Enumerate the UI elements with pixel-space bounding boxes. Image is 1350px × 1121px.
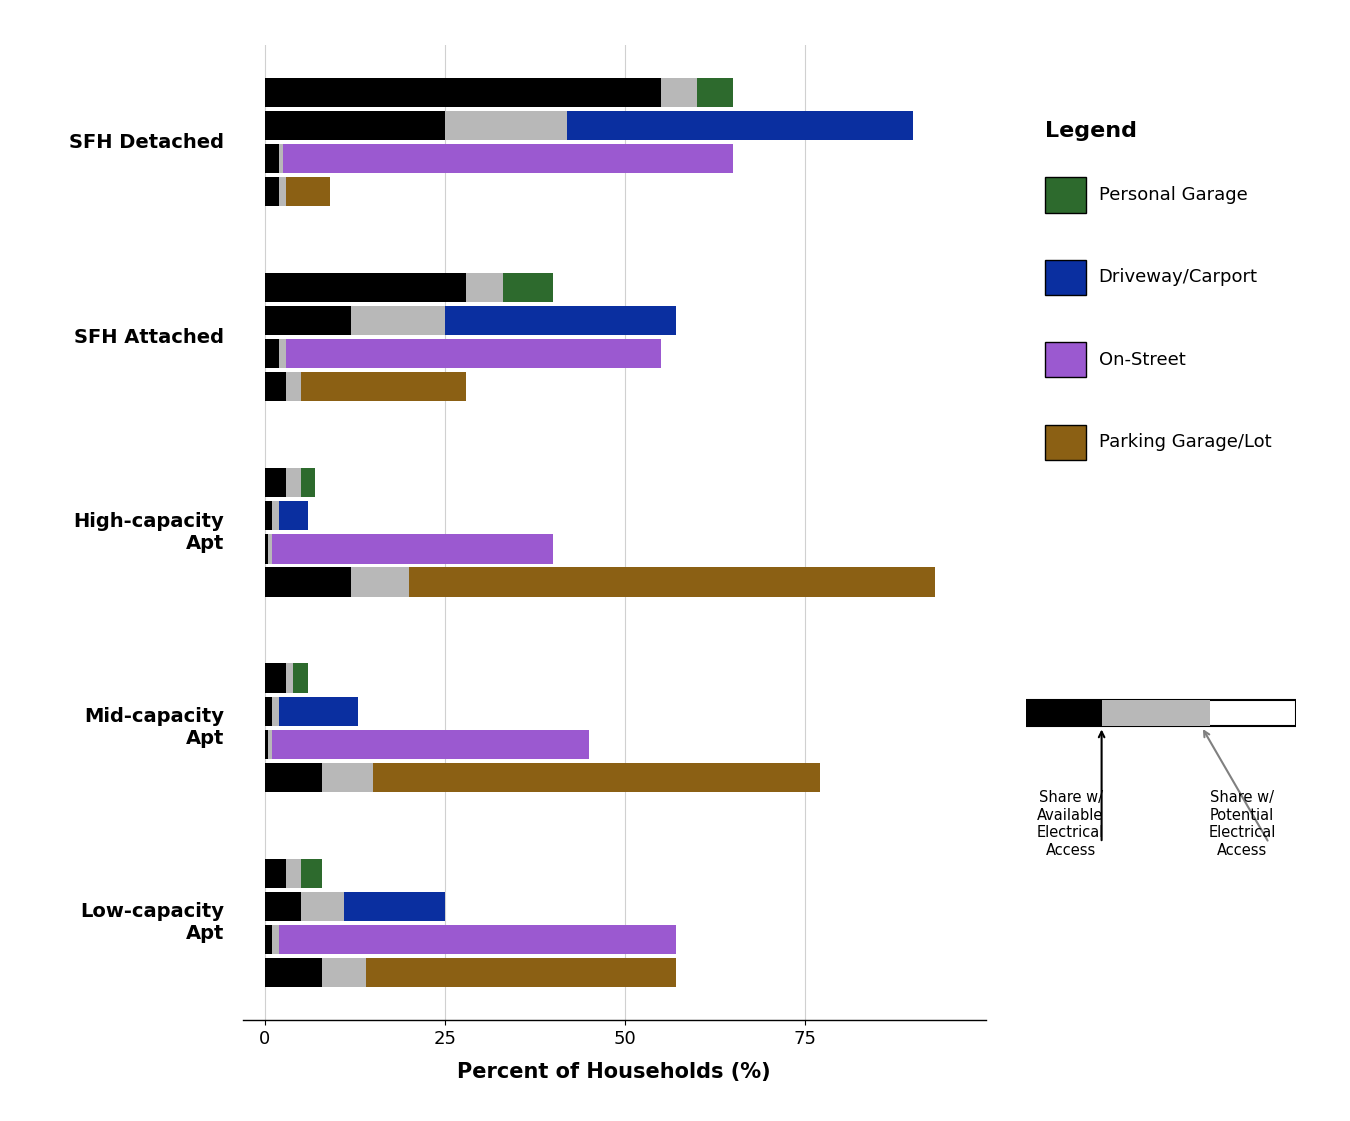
Bar (265, 177, 329, 206)
Bar (265, 762, 373, 791)
Bar (265, 925, 279, 954)
Bar (265, 535, 271, 564)
Bar (265, 145, 282, 174)
Bar (265, 696, 358, 725)
Bar (265, 501, 308, 530)
Text: Driveway/Carport: Driveway/Carport (1099, 268, 1258, 287)
Bar (265, 340, 286, 369)
Text: On-Street: On-Street (1099, 351, 1185, 369)
Bar (1026, 700, 1296, 726)
Bar (265, 340, 279, 369)
Bar (265, 664, 286, 693)
Bar (265, 730, 589, 759)
Bar (265, 111, 446, 140)
Bar (265, 567, 409, 596)
Bar (265, 111, 567, 140)
Bar (265, 306, 675, 335)
Bar (265, 274, 554, 303)
Bar (265, 274, 467, 303)
Bar (265, 891, 301, 920)
Bar (265, 925, 675, 954)
Bar (265, 469, 286, 498)
Bar (265, 145, 733, 174)
Bar (265, 535, 269, 564)
Bar (265, 859, 323, 888)
Bar (265, 696, 271, 725)
Bar (265, 535, 554, 564)
Bar (265, 469, 301, 498)
Text: Legend: Legend (1045, 120, 1137, 140)
Bar (265, 372, 467, 401)
Text: Parking Garage/Lot: Parking Garage/Lot (1099, 433, 1272, 452)
Bar (265, 177, 286, 206)
Bar (265, 306, 351, 335)
FancyBboxPatch shape (1045, 260, 1085, 295)
Bar (265, 372, 301, 401)
Bar (265, 177, 279, 206)
Bar (265, 501, 279, 530)
Bar (265, 664, 308, 693)
Bar (265, 306, 446, 335)
Bar (265, 501, 271, 530)
Bar (1026, 700, 1210, 726)
Bar (265, 145, 279, 174)
Bar (1026, 700, 1102, 726)
Bar (265, 762, 819, 791)
Bar (265, 859, 301, 888)
Bar (265, 891, 344, 920)
Bar (265, 567, 936, 596)
Bar (265, 957, 323, 986)
Bar (265, 762, 323, 791)
Bar (265, 664, 293, 693)
Bar (265, 925, 271, 954)
Bar (265, 78, 733, 108)
FancyBboxPatch shape (1045, 177, 1085, 213)
Bar (265, 730, 271, 759)
Bar (265, 469, 315, 498)
FancyBboxPatch shape (1045, 425, 1085, 460)
Bar (265, 730, 269, 759)
FancyBboxPatch shape (1045, 342, 1085, 378)
Bar (265, 696, 279, 725)
Bar (265, 274, 502, 303)
Bar (265, 111, 914, 140)
Bar (265, 78, 697, 108)
Bar (265, 567, 351, 596)
Bar (265, 78, 662, 108)
Text: Share w/
Potential
Electrical
Access: Share w/ Potential Electrical Access (1208, 790, 1276, 858)
Text: Share w/
Available
Electrical
Access: Share w/ Available Electrical Access (1037, 790, 1104, 858)
Bar (265, 340, 662, 369)
Text: Personal Garage: Personal Garage (1099, 186, 1247, 204)
Bar (265, 859, 286, 888)
X-axis label: Percent of Households (%): Percent of Households (%) (458, 1062, 771, 1082)
Bar (265, 957, 366, 986)
Bar (265, 957, 675, 986)
Bar (265, 891, 446, 920)
Bar (265, 372, 286, 401)
